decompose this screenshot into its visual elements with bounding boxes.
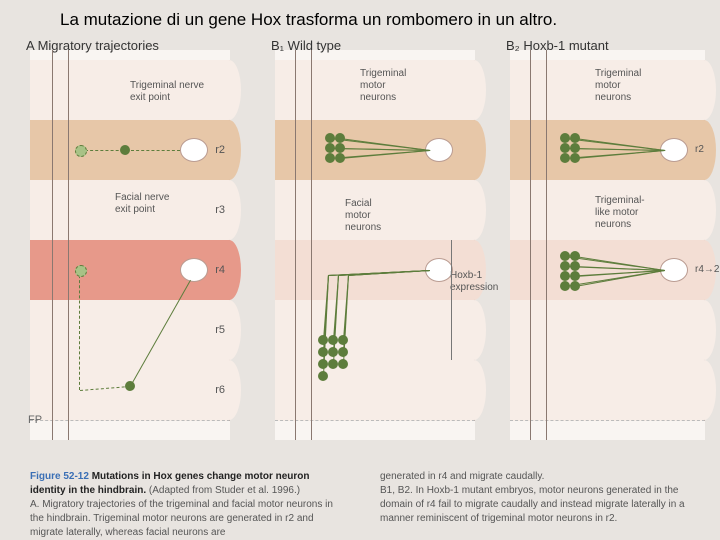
fp-label: FP bbox=[28, 414, 42, 426]
neuron-dot bbox=[560, 153, 570, 163]
axon-line bbox=[79, 270, 80, 390]
seg-label: r2 bbox=[695, 144, 704, 156]
neuron-dot bbox=[318, 347, 328, 357]
callout-trigeminal-mn: Trigeminal motor neurons bbox=[360, 68, 406, 104]
panel-B1-label: B₁ Wild type bbox=[271, 38, 341, 53]
rhombomere-segment bbox=[275, 360, 475, 421]
neuron-dot bbox=[318, 335, 328, 345]
rhombomere-segment bbox=[510, 300, 705, 361]
callout-facial-exit: Facial nerve exit point bbox=[115, 192, 169, 216]
callout-trigeminal-mn-b2: Trigeminal motor neurons bbox=[595, 68, 641, 104]
neuron-dot bbox=[335, 153, 345, 163]
neuron-dot bbox=[338, 347, 348, 357]
neuron-dot bbox=[570, 251, 580, 261]
neuron-dot bbox=[570, 261, 580, 271]
neuron-dot bbox=[125, 381, 135, 391]
neuron-dot bbox=[570, 281, 580, 291]
neuron-dot bbox=[328, 359, 338, 369]
neuron-dot bbox=[318, 371, 328, 381]
seg-label: r5 bbox=[215, 324, 225, 336]
neuron-dot bbox=[75, 145, 87, 157]
neuron-dot bbox=[560, 133, 570, 143]
callout-trigeminal-like: Trigeminal- like motor neurons bbox=[595, 195, 645, 231]
neuron-dot bbox=[328, 347, 338, 357]
neuron-dot bbox=[325, 133, 335, 143]
seg-label: r3 bbox=[215, 204, 225, 216]
neuron-dot bbox=[338, 359, 348, 369]
callout-facial-mn: Facial motor neurons bbox=[345, 198, 381, 234]
neuron-dot bbox=[570, 271, 580, 281]
panel-B1: B₁ Wild type Trigeminal motor neuronsFac… bbox=[275, 50, 475, 440]
callout-hoxb1: Hoxb-1 expression bbox=[450, 270, 498, 294]
nerve-exit-oval bbox=[180, 258, 208, 282]
figure-caption: Figure 52-12 Mutations in Hox genes chan… bbox=[30, 470, 690, 540]
neuron-dot bbox=[328, 335, 338, 345]
neuron-dot bbox=[570, 153, 580, 163]
rhombomere-segment bbox=[510, 360, 705, 421]
neuron-dot bbox=[335, 143, 345, 153]
figure-A-cont: generated in r4 and migrate caudally. bbox=[380, 471, 544, 482]
neuron-dot bbox=[325, 153, 335, 163]
figure-canvas: A Migratory trajectories r2r3r4r5r6Trige… bbox=[0, 50, 720, 540]
axon-line bbox=[85, 150, 180, 151]
neuron-dot bbox=[75, 265, 87, 277]
rhombomere-segment: r5 bbox=[30, 300, 230, 361]
neuron-dot bbox=[560, 281, 570, 291]
seg-label: r4 bbox=[215, 264, 225, 276]
figure-source: (Adapted from Studer et al. 1996.) bbox=[149, 485, 300, 496]
panel-A: A Migratory trajectories r2r3r4r5r6Trige… bbox=[30, 50, 230, 440]
figure-A-text: A. Migratory trajectories of the trigemi… bbox=[30, 499, 333, 538]
neuron-dot bbox=[325, 143, 335, 153]
neuron-dot bbox=[560, 143, 570, 153]
page-title: La mutazione di un gene Hox trasforma un… bbox=[60, 10, 557, 30]
seg-label: r2 bbox=[215, 144, 225, 156]
figure-B-text: B1, B2. In Hoxb-1 mutant embryos, motor … bbox=[380, 485, 685, 524]
neuron-dot bbox=[335, 133, 345, 143]
nerve-exit-oval bbox=[180, 138, 208, 162]
panel-B2-label: B₂ Hoxb-1 mutant bbox=[506, 38, 609, 53]
hoxb1-brace bbox=[445, 240, 452, 360]
seg-label: r4→2 bbox=[695, 264, 719, 276]
neuron-dot bbox=[560, 271, 570, 281]
neuron-dot bbox=[338, 335, 348, 345]
seg-label: r6 bbox=[215, 384, 225, 396]
neuron-dot bbox=[120, 145, 130, 155]
panel-A-label: A Migratory trajectories bbox=[26, 38, 159, 53]
panel-B2: B₂ Hoxb-1 mutant Trigeminal motor neuron… bbox=[510, 50, 705, 440]
neuron-dot bbox=[570, 143, 580, 153]
callout-trigeminal-exit: Trigeminal nerve exit point bbox=[130, 80, 204, 104]
neuron-dot bbox=[560, 261, 570, 271]
neuron-dot bbox=[318, 359, 328, 369]
neuron-dot bbox=[570, 133, 580, 143]
neuron-dot bbox=[560, 251, 570, 261]
figure-number: Figure 52-12 bbox=[30, 471, 89, 482]
